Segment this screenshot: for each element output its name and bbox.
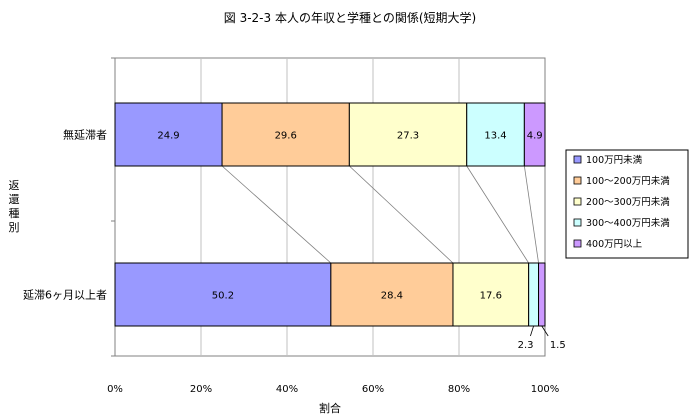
series-line [466,165,529,264]
series-line [523,165,539,264]
legend-label: 100万円未満 [586,154,643,166]
bar-segment [528,262,540,327]
bar-segment [114,102,223,167]
x-tick-label: 40% [276,384,298,395]
x-tick-label: 0% [107,384,123,395]
x-tick-label: 100% [531,384,560,395]
data-label: 24.9 [157,131,179,142]
legend-swatch [573,218,582,227]
category-label: 延滞6ヶ月以上者 [23,289,107,302]
data-label: 50.2 [212,291,234,302]
legend-swatch [573,197,582,206]
series-line [349,165,454,264]
data-label: 17.6 [480,291,502,302]
category-label: 無延滞者 [63,128,107,142]
leader-line [530,325,534,337]
x-tick-label: 20% [190,384,212,395]
legend-label: 300〜400万円未満 [586,217,670,229]
chart-title: 図 3-2-3 本人の年収と学種との関係(短期大学) [224,10,476,25]
series-line [221,165,332,264]
bar-segment [538,262,546,327]
bar-segment [466,102,525,167]
legend-swatch [573,176,582,185]
bar-segment [452,262,530,327]
legend-box [565,149,689,259]
bar-segment [348,102,468,167]
bar-segment [221,102,350,167]
legend-swatch [573,155,582,164]
legend: 100万円未満 100〜200万円未満 200〜300万円未満 300〜400万円未満… [565,149,689,259]
legend-swatch [573,239,582,248]
x-tick-label: 80% [448,384,470,395]
data-label: 29.6 [275,131,297,142]
x-tick-label: 60% [362,384,384,395]
data-label: 4.9 [527,131,543,142]
legend-label: 400万円以上 [586,239,643,250]
bar-segment [114,262,332,327]
leader-line [541,325,549,337]
data-label: 2.3 [518,340,534,351]
bar-segment [523,102,546,167]
legend-label: 200〜300万円未満 [586,196,670,208]
legend-label: 100〜200万円未満 [586,175,670,187]
x-tick-labels: 0% 20% 40% 60% 80% 100% [107,384,559,395]
y-axis-title: 返還種別 [9,179,20,234]
data-label: 28.4 [381,291,403,302]
bars [114,102,546,327]
legend-items: 100万円未満 100〜200万円未満 200〜300万円未満 300〜400万円未満… [573,154,670,250]
data-label: 27.3 [397,131,419,142]
data-label: 13.4 [484,131,506,142]
series-lines [221,165,539,264]
data-labels: 24.9 29.6 27.3 13.4 4.9 50.2 28.4 17.6 2.3 1.5 [157,131,565,352]
data-label: 1.5 [550,340,566,351]
x-axis-title: 割合 [319,401,341,415]
bar-segment [330,262,454,327]
